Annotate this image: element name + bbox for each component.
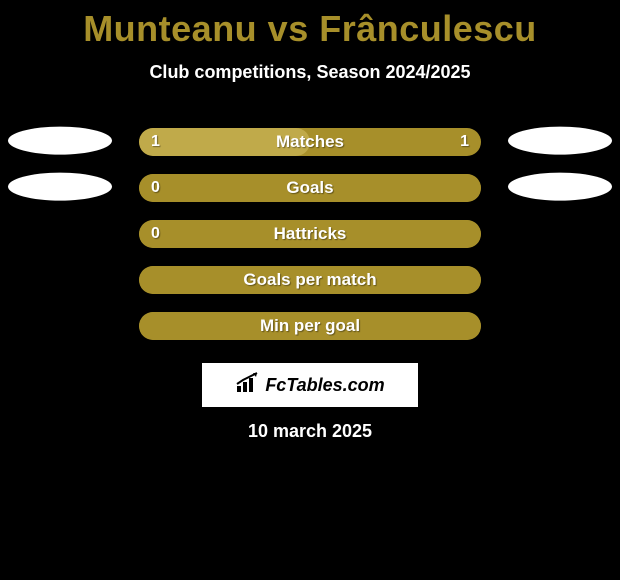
- ellipse-right: [508, 173, 612, 201]
- logo-chart-icon: [235, 372, 261, 399]
- stat-rows: 11Matches 0Goals 0Hattricks Goals per match…: [0, 119, 620, 349]
- stat-label: Min per goal: [139, 312, 481, 340]
- page-title: Munteanu vs Frânculescu: [0, 0, 620, 50]
- page-subtitle: Club competitions, Season 2024/2025: [0, 62, 620, 83]
- stat-row: 0Goals: [0, 165, 620, 211]
- stat-label: Goals per match: [139, 266, 481, 294]
- stat-label: Hattricks: [139, 220, 481, 248]
- logo-box: FcTables.com: [202, 363, 418, 407]
- stat-bar: Min per goal: [139, 312, 481, 340]
- ellipse-left: [8, 173, 112, 201]
- stat-bar: Goals per match: [139, 266, 481, 294]
- stat-bar: 0Goals: [139, 174, 481, 202]
- stat-bar: 11Matches: [139, 128, 481, 156]
- stat-row: Min per goal: [0, 303, 620, 349]
- logo-text: FcTables.com: [265, 375, 384, 396]
- date-label: 10 march 2025: [0, 421, 620, 442]
- stat-row: 11Matches: [0, 119, 620, 165]
- stat-label: Matches: [139, 128, 481, 156]
- ellipse-right: [508, 127, 612, 155]
- ellipse-left: [8, 127, 112, 155]
- stat-bar: 0Hattricks: [139, 220, 481, 248]
- stat-label: Goals: [139, 174, 481, 202]
- stat-row: Goals per match: [0, 257, 620, 303]
- stat-row: 0Hattricks: [0, 211, 620, 257]
